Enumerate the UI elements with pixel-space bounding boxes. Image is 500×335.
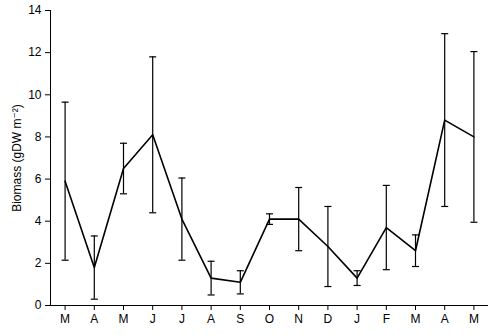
svg-text:A: A bbox=[441, 312, 449, 326]
svg-text:J: J bbox=[179, 312, 185, 326]
svg-text:D: D bbox=[324, 312, 333, 326]
svg-text:14: 14 bbox=[28, 3, 42, 17]
svg-text:N: N bbox=[294, 312, 303, 326]
svg-text:2: 2 bbox=[35, 256, 42, 270]
svg-text:A: A bbox=[90, 312, 98, 326]
svg-text:J: J bbox=[150, 312, 156, 326]
svg-text:4: 4 bbox=[35, 214, 42, 228]
svg-text:10: 10 bbox=[28, 88, 42, 102]
svg-text:S: S bbox=[236, 312, 244, 326]
svg-text:M: M bbox=[469, 312, 479, 326]
svg-text:A: A bbox=[207, 312, 215, 326]
svg-text:Biomass (gDW m⁻²): Biomass (gDW m⁻²) bbox=[10, 104, 24, 212]
svg-text:O: O bbox=[265, 312, 274, 326]
svg-text:6: 6 bbox=[35, 172, 42, 186]
svg-text:M: M bbox=[119, 312, 129, 326]
svg-text:F: F bbox=[383, 312, 390, 326]
svg-text:0: 0 bbox=[35, 298, 42, 312]
svg-text:8: 8 bbox=[35, 130, 42, 144]
svg-text:M: M bbox=[411, 312, 421, 326]
svg-text:M: M bbox=[60, 312, 70, 326]
svg-text:J: J bbox=[354, 312, 360, 326]
svg-text:12: 12 bbox=[28, 45, 42, 59]
